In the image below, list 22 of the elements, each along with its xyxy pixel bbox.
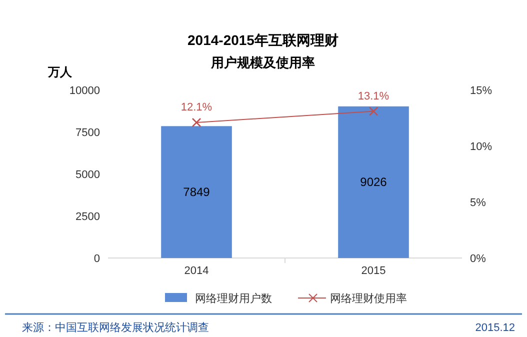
text: 2015.12: [475, 322, 515, 334]
y2-tick-label: 5%: [470, 197, 486, 209]
y-tick-label: 2500: [76, 211, 100, 223]
chart-subtitle: 用户规模及使用率: [210, 55, 315, 70]
y2-tick-label: 0%: [470, 253, 486, 265]
y-tick-label: 7500: [76, 127, 100, 139]
x-tick-label: 2015: [361, 265, 386, 277]
legend-label: 网络理财用户数: [195, 292, 272, 305]
data-label: 9026: [360, 175, 388, 190]
y2-tick-label: 10%: [470, 141, 492, 153]
legend-label: 网络理财使用率: [330, 292, 407, 305]
data-label: 12.1%: [180, 101, 212, 114]
data-label: 7849: [183, 185, 210, 200]
y-tick-label: 0: [94, 253, 100, 265]
source-note: 来源：中国互联网络发展状况统计调查: [22, 321, 209, 334]
y-tick-label: 10000: [69, 85, 100, 97]
y2-tick-label: 15%: [470, 85, 492, 97]
x-tick-label: 2014: [184, 265, 209, 277]
chart-title: 2014-2015年互联网理财: [188, 32, 338, 48]
data-label: 13.1%: [358, 90, 390, 102]
y-tick-label: 5000: [76, 169, 100, 181]
y-axis-title: 万人: [47, 65, 73, 79]
